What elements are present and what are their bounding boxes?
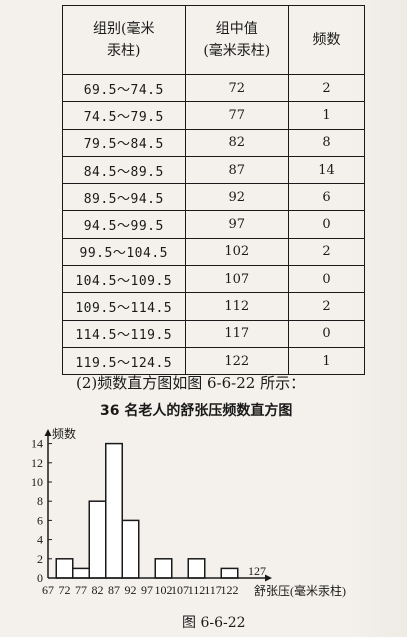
x-axis-arrow xyxy=(265,574,272,582)
cell-frequency: 2 xyxy=(288,292,365,321)
histogram-bar xyxy=(105,442,123,579)
cell-group: 69.5～74.5 xyxy=(62,73,186,103)
chart-title: 36 名老人的舒张压频数直方图 xyxy=(100,403,293,419)
frequency-table: 组别(毫米 汞柱) 组中值 (毫米汞柱) 频数 69.5～74.5 72 2 74.5～7… xyxy=(62,5,365,376)
cell-frequency: 0 xyxy=(288,210,365,239)
table-row: 119.5～124.5 122 1 xyxy=(62,346,365,376)
table-row: 94.5～99.5 97 0 xyxy=(62,210,365,239)
y-tick-label: 8 xyxy=(37,494,43,508)
histogram-bar xyxy=(187,558,206,579)
x-tick-label: 77 xyxy=(75,583,87,597)
x-tick-label: 112 xyxy=(188,583,206,597)
cell-midpoint: 112 xyxy=(184,292,290,321)
cell-midpoint: 107 xyxy=(184,265,290,294)
y-tick-label: 12 xyxy=(31,456,43,470)
x-tick-label: 102 xyxy=(155,583,173,597)
cell-group: 84.5～89.5 xyxy=(62,155,186,185)
x-tick-label: 67 xyxy=(42,583,54,597)
cell-frequency: 0 xyxy=(288,319,365,348)
cell-group: 74.5～79.5 xyxy=(62,101,186,130)
cell-group: 99.5～104.5 xyxy=(62,237,186,267)
cell-group: 109.5～114.5 xyxy=(62,292,186,321)
x-tick-label: 82 xyxy=(92,583,104,597)
cell-frequency: 6 xyxy=(288,183,365,212)
x-tick-label: 97 xyxy=(141,583,153,597)
cell-midpoint: 82 xyxy=(184,128,290,157)
table-row: 104.5～109.5 107 0 xyxy=(62,265,365,294)
x-tick-label: 107 xyxy=(171,583,189,597)
cell-midpoint: 92 xyxy=(184,183,290,212)
y-tick-label: 10 xyxy=(31,475,43,489)
cell-group: 79.5～84.5 xyxy=(62,128,186,157)
table-row: 84.5～89.5 87 14 xyxy=(62,155,365,185)
x-tick-label: 92 xyxy=(125,583,137,597)
cell-group: 94.5～99.5 xyxy=(62,210,186,239)
table-header-row: 组别(毫米 汞柱) 组中值 (毫米汞柱) 频数 xyxy=(62,5,365,75)
cell-frequency: 8 xyxy=(288,128,365,157)
x-tick-label: 72 xyxy=(59,583,71,597)
cell-midpoint: 87 xyxy=(184,155,290,185)
cell-midpoint: 122 xyxy=(184,346,290,376)
histogram-chart: 0 2 4 6 8 10 12 14 67 72 77 82 87 92 97 102107112117122… xyxy=(31,426,346,598)
cell-frequency: 2 xyxy=(288,73,365,103)
table-row: 99.5～104.5 102 2 xyxy=(62,237,365,267)
y-axis-arrow xyxy=(44,429,52,436)
table-row: 109.5～114.5 112 2 xyxy=(62,292,365,321)
header-group: 组别(毫米 汞柱) xyxy=(62,5,186,75)
x-tick-label: 122 xyxy=(221,583,239,597)
header-frequency: 频数 xyxy=(288,5,365,75)
cell-frequency: 2 xyxy=(288,237,365,267)
cell-frequency: 14 xyxy=(288,155,365,185)
cell-midpoint: 72 xyxy=(184,73,290,103)
y-axis-label: 频数 xyxy=(52,426,76,441)
cell-midpoint: 102 xyxy=(184,237,290,267)
x-axis-label: 舒张压(毫米汞柱) xyxy=(254,583,346,598)
cell-group: 119.5～124.5 xyxy=(62,346,186,376)
y-tick-label: 2 xyxy=(37,552,43,566)
cell-group: 104.5～109.5 xyxy=(62,265,186,294)
x-tick-label: 87 xyxy=(108,583,120,597)
table-row: 69.5～74.5 72 2 xyxy=(62,73,365,103)
table-row: 114.5～119.5 117 0 xyxy=(62,319,365,348)
cell-frequency: 1 xyxy=(288,346,365,376)
histogram-bar xyxy=(154,558,173,579)
table-row: 89.5～94.5 92 6 xyxy=(62,183,365,212)
cell-midpoint: 97 xyxy=(184,210,290,239)
intro-caption: (2)频数直方图如图 6-6-22 所示： xyxy=(76,374,306,392)
cell-midpoint: 77 xyxy=(184,101,290,130)
cell-midpoint: 117 xyxy=(184,319,290,348)
histogram-bar xyxy=(72,567,90,579)
cell-frequency: 0 xyxy=(288,265,365,294)
header-midpoint: 组中值 (毫米汞柱) xyxy=(184,5,290,75)
cell-group: 114.5～119.5 xyxy=(62,319,186,348)
y-tick-label: 14 xyxy=(31,437,43,451)
y-tick-label: 4 xyxy=(37,533,43,547)
histogram-bar xyxy=(121,519,140,579)
x-tick-label: 117 xyxy=(204,583,222,597)
histogram-bar xyxy=(220,567,239,579)
cell-group: 89.5～94.5 xyxy=(62,183,186,212)
x-tick-label: 127 xyxy=(248,564,266,578)
table-row: 79.5～84.5 82 8 xyxy=(62,128,365,157)
y-tick-label: 0 xyxy=(37,571,43,585)
histogram-bar xyxy=(88,500,107,579)
cell-frequency: 1 xyxy=(288,101,365,130)
y-tick-label: 6 xyxy=(37,513,43,527)
histogram-bar xyxy=(55,558,74,579)
table-row: 74.5～79.5 77 1 xyxy=(62,101,365,130)
figure-caption: 图 6-6-22 xyxy=(182,615,246,631)
